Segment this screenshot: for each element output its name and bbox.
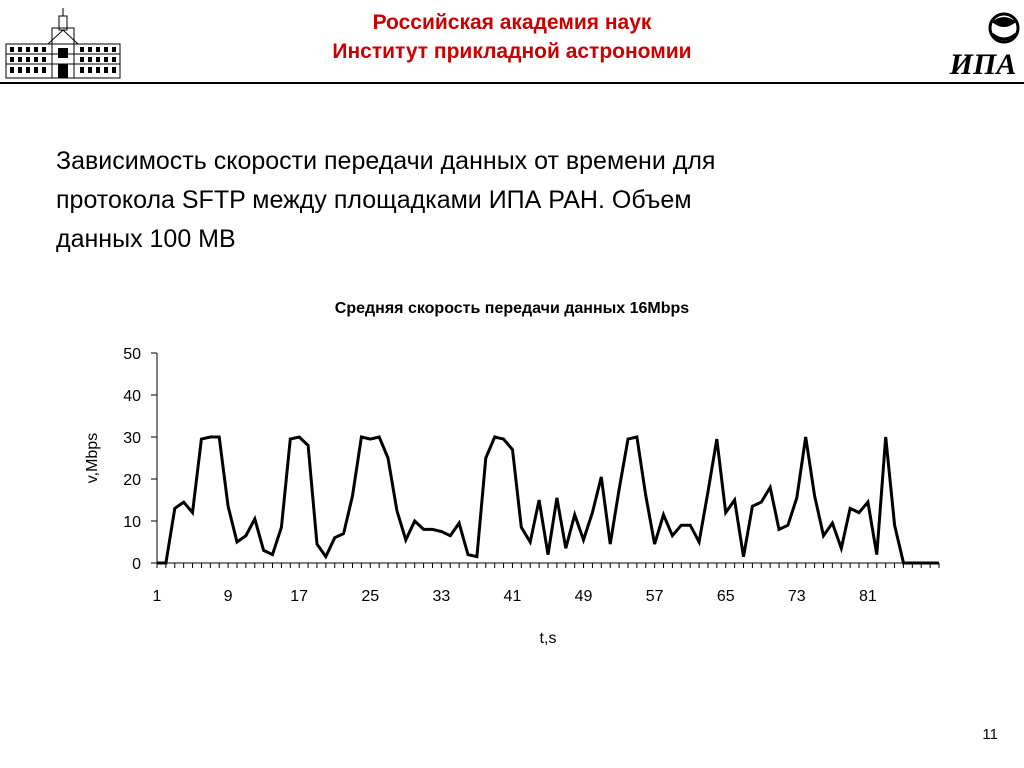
y-tick-label: 10 xyxy=(123,514,141,531)
ipa-logo: ИПА xyxy=(949,12,1020,78)
header-divider xyxy=(0,82,1024,84)
x-tick-label: 17 xyxy=(290,588,308,605)
y-tick-label: 40 xyxy=(123,388,141,405)
x-tick-label: 41 xyxy=(504,588,522,605)
page-number: 11 xyxy=(982,726,998,743)
ipa-logo-text: ИПА xyxy=(949,48,1017,78)
y-tick-label: 0 xyxy=(132,556,141,573)
x-tick-label: 1 xyxy=(153,588,162,605)
x-tick-label: 81 xyxy=(859,588,877,605)
y-tick-label: 50 xyxy=(123,346,141,363)
chart-title: Средняя скорость передачи данных 16Mbps xyxy=(335,300,690,317)
series-line xyxy=(157,435,939,565)
academy-building-icon xyxy=(5,8,121,79)
org-title-line1: Российская академия наук xyxy=(372,11,652,34)
organization-title: Российская академия наук Институт прикла… xyxy=(0,8,1024,66)
slide-title-line3: данных 100 MB xyxy=(56,225,236,253)
slide-title: Зависимость скорости передачи данных от … xyxy=(56,142,956,259)
x-tick-label: 33 xyxy=(432,588,450,605)
x-axis-label: t,s xyxy=(540,630,557,647)
chart-axes: 0 10 20 30 40 50 1 9 17 25 33 41 49 57 65 73 81 xyxy=(123,346,940,605)
y-tick-label: 20 xyxy=(123,472,141,489)
globe-icon xyxy=(988,12,1020,44)
x-tick-label: 65 xyxy=(717,588,735,605)
chart-series-group xyxy=(157,435,939,565)
slide-title-line2: протокола SFTP между площадками ИПА РАН.… xyxy=(56,186,692,214)
x-tick-label: 49 xyxy=(575,588,593,605)
org-title-line2: Институт прикладной астрономии xyxy=(332,40,692,63)
y-axis-label: v,Mbps xyxy=(84,433,101,483)
x-tick-label: 73 xyxy=(788,588,806,605)
x-tick-label: 9 xyxy=(224,588,233,605)
y-tick-label: 30 xyxy=(123,430,141,447)
x-tick-label: 25 xyxy=(361,588,379,605)
slide-title-line1: Зависимость скорости передачи данных от … xyxy=(56,147,716,175)
x-tick-label: 57 xyxy=(646,588,664,605)
